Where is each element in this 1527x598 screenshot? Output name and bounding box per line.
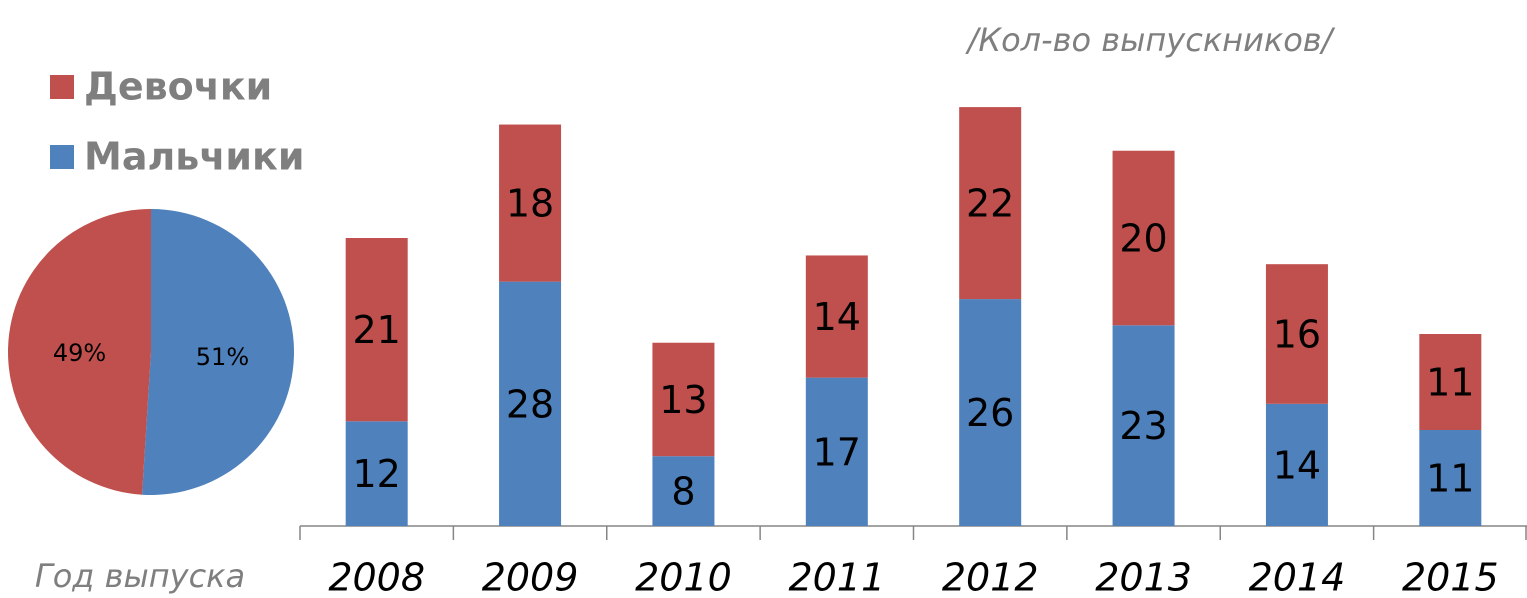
bar-segment (652, 456, 715, 526)
data-label: 21 (353, 308, 401, 352)
data-label: 20 (1119, 217, 1167, 261)
legend-label: Девочки (84, 65, 272, 109)
data-label: 17 (813, 430, 861, 474)
data-label: 28 (506, 382, 554, 426)
data-label: 16 (1273, 313, 1321, 357)
data-label: 13 (659, 378, 707, 422)
x-tick-label: 2015 (1402, 556, 1499, 598)
x-tick-label: 2012 (942, 556, 1039, 598)
bar-segment (499, 281, 562, 526)
legend-swatch (50, 75, 74, 99)
pie-slice (142, 209, 295, 496)
x-tick-label: 2011 (788, 556, 885, 598)
x-tick-label: 2009 (482, 556, 579, 598)
data-label: 18 (506, 182, 554, 226)
bar-segment (1265, 403, 1328, 526)
pie-label: 49% (53, 339, 106, 367)
bar-segment (499, 124, 562, 282)
data-label: 26 (966, 391, 1014, 435)
legend-label: Мальчики (84, 135, 304, 179)
x-tick-label: 2008 (328, 556, 425, 598)
bar-segment (805, 255, 868, 378)
legend-swatch (50, 145, 74, 169)
bar-segment (1419, 430, 1482, 526)
bar-segment (805, 377, 868, 526)
data-label: 11 (1426, 457, 1474, 501)
data-label: 14 (1273, 443, 1321, 487)
bar-segment (345, 238, 408, 422)
data-label: 11 (1426, 361, 1474, 405)
x-tick-label: 2014 (1249, 556, 1346, 598)
bar-segment (1419, 334, 1482, 430)
data-label: 14 (813, 295, 861, 339)
bar-segment (959, 107, 1022, 300)
data-label: 12 (353, 452, 401, 496)
x-tick-label: 2013 (1095, 556, 1192, 598)
bar-segment (959, 299, 1022, 526)
data-label: 23 (1119, 404, 1167, 448)
pie-label: 51% (196, 343, 249, 371)
bar-segment (652, 342, 715, 457)
data-label: 22 (966, 182, 1014, 226)
bar-segment (1112, 150, 1175, 326)
pie-slice (8, 209, 152, 495)
x-tick-label: 2010 (635, 556, 732, 598)
bar-segment (1112, 325, 1175, 526)
x-axis-label: Год выпуска (35, 557, 245, 595)
bar-segment (345, 421, 408, 526)
annotation: /Кол-во выпускников/ (965, 21, 1336, 59)
data-label: 8 (671, 470, 695, 514)
bar-segment (1265, 264, 1328, 404)
